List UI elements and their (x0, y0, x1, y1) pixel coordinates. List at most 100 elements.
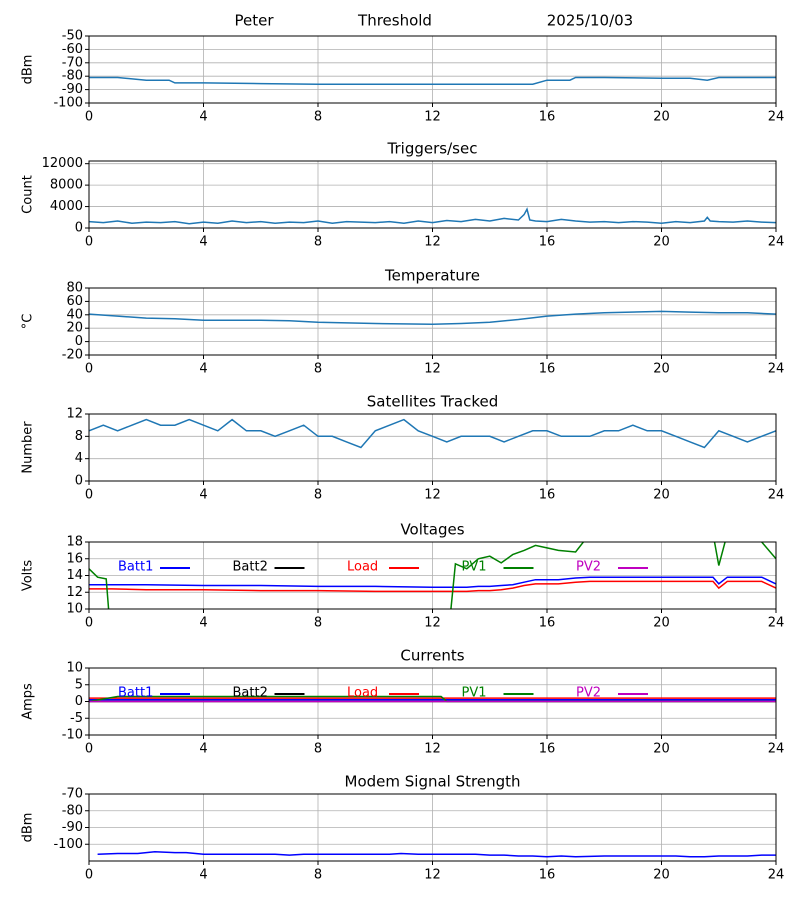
data-line (97, 851, 776, 858)
y-axis-label: dBm (21, 813, 36, 843)
y-tick-label: 40 (66, 307, 83, 322)
x-tick-label: 8 (314, 868, 322, 883)
x-tick-label: 0 (85, 488, 93, 503)
plot-frame (88, 287, 777, 356)
plot-frame (88, 667, 777, 736)
y-tick-label: 60 (66, 294, 83, 309)
y-tick-label: 10 (66, 661, 83, 676)
x-tick-label: 4 (199, 235, 207, 250)
legend-label: Load (347, 560, 378, 575)
data-line (89, 542, 776, 609)
x-tick-label: 0 (85, 616, 93, 631)
y-tick-label: 8 (75, 429, 83, 444)
y-tick-label: -60 (62, 42, 83, 57)
x-tick-label: 24 (768, 362, 785, 377)
x-tick-label: 20 (653, 110, 670, 125)
y-axis-label: dBm (21, 55, 36, 85)
y-tick-label: 80 (66, 281, 83, 296)
x-tick-label: 0 (85, 110, 93, 125)
subplot: Currents Amps 0 4 8 12 16 20 24 -10 -5 0 510 Batt1 Bat… (21, 647, 785, 757)
x-tick-label: 8 (314, 235, 322, 250)
x-tick-label: 8 (314, 488, 322, 503)
y-axis-label: Number (21, 421, 36, 474)
x-tick-label: 16 (539, 868, 556, 883)
y-axis-label: °C (21, 314, 36, 330)
x-tick-label: 24 (768, 110, 785, 125)
x-tick-label: 8 (314, 616, 322, 631)
subplot: Modem Signal Strength dBm 0 4 8 12 16 20 24 -70-8… (21, 773, 785, 883)
title-right: 2025/10/03 (547, 12, 633, 30)
x-tick-label: 12 (424, 616, 441, 631)
y-axis-label: Volts (21, 560, 36, 592)
y-tick-label: -100 (53, 96, 83, 111)
y-tick-label: 5 (75, 677, 83, 692)
chart-title: Voltages (400, 521, 464, 539)
x-tick-label: 12 (424, 362, 441, 377)
data-line (89, 580, 776, 593)
x-tick-label: 12 (424, 110, 441, 125)
x-tick-label: 12 (424, 235, 441, 250)
y-axis-label: Count (21, 175, 36, 214)
legend-label: Batt1 (118, 560, 153, 575)
x-tick-label: 0 (85, 742, 93, 757)
x-tick-label: 20 (653, 235, 670, 250)
x-tick-label: 20 (653, 868, 670, 883)
y-tick-label: 12000 (42, 156, 83, 171)
x-tick-label: 24 (768, 742, 785, 757)
x-tick-label: 16 (539, 616, 556, 631)
plot-frame (88, 413, 777, 482)
x-tick-label: 0 (85, 362, 93, 377)
chart-title: Threshold (357, 12, 432, 30)
x-tick-label: 0 (85, 868, 93, 883)
legend-label: PV2 (576, 560, 601, 575)
subplot: Triggers/sec Count 0 4 8 12 16 20 24 0 4000 8000 120… (21, 140, 785, 250)
x-tick-label: 4 (199, 616, 207, 631)
y-tick-label: 4 (75, 451, 83, 466)
legend-label: Batt2 (233, 686, 268, 701)
data-line (89, 418, 776, 449)
x-tick-label: 20 (653, 362, 670, 377)
y-tick-label: 14 (66, 568, 83, 583)
x-tick-label: 16 (539, 488, 556, 503)
x-tick-label: 16 (539, 110, 556, 125)
x-tick-label: 12 (424, 488, 441, 503)
y-tick-label: -50 (62, 29, 83, 44)
x-tick-label: 20 (653, 742, 670, 757)
plot-frame (88, 160, 777, 229)
y-tick-label: -90 (62, 820, 83, 835)
x-tick-label: 20 (653, 616, 670, 631)
y-tick-label: -80 (62, 69, 83, 84)
x-tick-label: 24 (768, 488, 785, 503)
legend-label: Load (347, 686, 378, 701)
x-tick-label: 20 (653, 488, 670, 503)
y-tick-label: 8000 (50, 178, 83, 193)
y-tick-label: -10 (62, 728, 83, 743)
y-tick-label: 4000 (50, 199, 83, 214)
x-tick-label: 0 (85, 235, 93, 250)
x-tick-label: 4 (199, 362, 207, 377)
y-tick-label: 0 (75, 474, 83, 489)
legend-label: PV1 (462, 560, 487, 575)
subplot: Peter Threshold 2025/10/03 dBm 0 4 8 12 16 20 24 -5… (21, 12, 785, 125)
plot-frame (88, 541, 777, 610)
subplot: Satellites Tracked Number 0 4 8 12 16 20 24 0 4 8 12 (21, 393, 785, 503)
y-tick-label: 12 (66, 585, 83, 600)
title-left: Peter (234, 12, 274, 30)
y-tick-label: -70 (62, 787, 83, 802)
y-tick-label: 16 (66, 551, 83, 566)
x-tick-label: 4 (199, 110, 207, 125)
x-tick-label: 4 (199, 742, 207, 757)
y-tick-label: -20 (62, 348, 83, 363)
chart-title: Temperature (384, 267, 480, 285)
y-tick-label: 0 (75, 334, 83, 349)
y-tick-label: -100 (53, 837, 83, 852)
y-tick-label: 10 (66, 602, 83, 617)
chart-title: Satellites Tracked (367, 393, 498, 411)
chart-title: Currents (400, 647, 464, 665)
y-tick-label: 20 (66, 321, 83, 336)
x-tick-label: 16 (539, 742, 556, 757)
y-tick-label: -80 (62, 803, 83, 818)
plot-frame (88, 793, 777, 862)
